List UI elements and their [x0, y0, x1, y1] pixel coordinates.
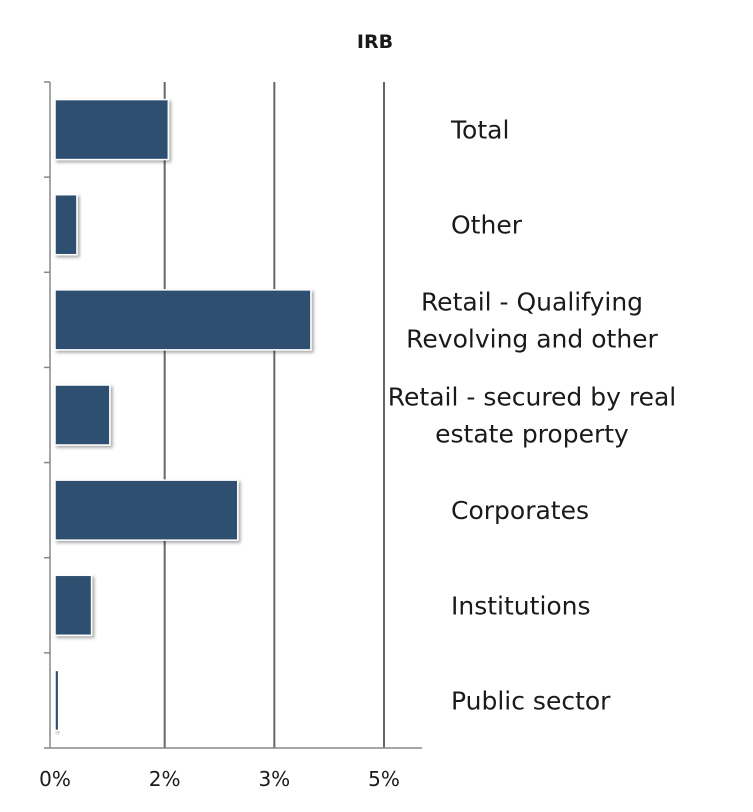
category-label: Institutions: [451, 591, 591, 620]
category-label-line: Retail - secured by real: [388, 383, 676, 412]
category-label-line: Revolving and other: [406, 324, 658, 353]
category-label-line: Public sector: [451, 686, 611, 715]
category-label-line: Corporates: [451, 496, 589, 525]
x-tick-labels: 0% 2% 3% 5%: [39, 767, 400, 791]
bars: [54, 98, 312, 732]
bar: [54, 98, 170, 161]
category-label-line: estate property: [435, 420, 629, 449]
category-label: Retail - secured by real estate property: [388, 383, 676, 449]
x-tick-label: 5%: [368, 767, 400, 791]
category-label-line: Total: [450, 116, 509, 145]
bar: [54, 479, 239, 541]
category-label: Public sector: [451, 686, 611, 715]
category-label-line: Institutions: [451, 591, 591, 620]
x-tick-label: 0%: [39, 767, 71, 791]
category-label-line: Other: [451, 211, 523, 240]
chart-title: IRB: [357, 31, 393, 53]
bar: [54, 384, 111, 446]
bar: [54, 193, 78, 256]
bar: [54, 574, 93, 637]
category-label: Other: [451, 211, 523, 240]
bar: [54, 669, 60, 732]
x-tick-label: 2%: [149, 767, 181, 791]
category-label: Total: [450, 116, 509, 145]
axes: [44, 81, 422, 749]
category-label: Retail - Qualifying Revolving and other: [406, 287, 658, 353]
x-tick-label: 3%: [258, 767, 290, 791]
category-labels: Total Other Retail - Qualifying Revolving a…: [388, 116, 676, 716]
category-label-line: Retail - Qualifying: [421, 287, 643, 316]
category-label: Corporates: [451, 496, 589, 525]
bar: [54, 289, 312, 351]
gridlines: [163, 82, 385, 748]
